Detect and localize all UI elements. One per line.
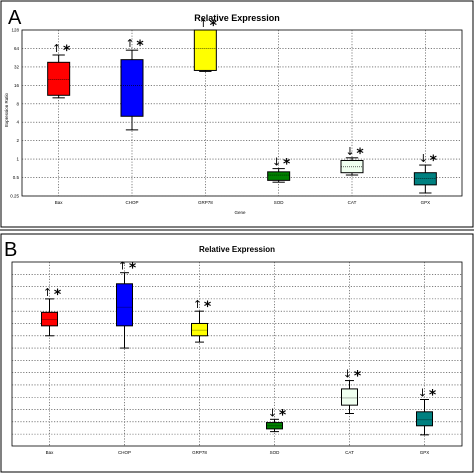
panel-b-significance-star: * (354, 369, 362, 385)
panel-a-y-tick-label: 64 (14, 46, 20, 51)
panel-a-y-tick-label: 1 (16, 157, 19, 162)
panel-a-y-tick-label: 32 (14, 64, 20, 69)
panel-a-category-label: Bax (55, 200, 64, 205)
panel-a-y-tick-label: 0.25 (10, 194, 19, 199)
panel-b-significance-star: * (279, 407, 287, 423)
panel-a-y-tick-label: 16 (14, 83, 20, 88)
panel-a-direction-arrow: ↑ (125, 37, 134, 50)
panel-b-box-grp78 (191, 322, 208, 337)
panel-b-box-chop (116, 283, 133, 327)
panel-b-significance-star: * (204, 299, 212, 315)
panel-a-category-label: CHOP (125, 200, 138, 205)
panel-b-box-bax (41, 311, 58, 327)
panel-b-significance-star: * (54, 287, 62, 303)
panel-a-significance-star: * (283, 157, 291, 173)
panel-a-category-label: SOD (274, 200, 285, 205)
panel-b-direction-arrow: ↑ (118, 260, 127, 273)
panel-a-y-tick-label: 4 (16, 120, 19, 125)
panel-a-significance-star: * (210, 18, 218, 34)
panel-b-significance-star: * (429, 388, 437, 404)
panel-a-box-chop (120, 59, 144, 117)
panel-a-y-tick-label: 128 (11, 28, 19, 33)
panel-b-plot: Bax CHOP GRP78 SOD CAT GPX↑ *↑ *↑ *↓ *↓ *↓ * (11, 260, 463, 455)
panel-b-direction-arrow: ↑ (193, 298, 202, 311)
panel-a-plot: 128 64 32 16 8 4 2 1 0.5 0.25 Bax CHOP GRP78 SOD CAT GP… (10, 17, 463, 205)
panel-a-significance-star: * (63, 43, 71, 59)
panel-a-significance-star: * (430, 153, 438, 169)
panel-a-category-label: CAT (348, 200, 357, 205)
panel-a-title: Relative Expression (194, 13, 280, 23)
panel-a-direction-arrow: ↓ (419, 152, 428, 165)
panel-a-ylabel: Expression Ratio (4, 93, 9, 128)
panel-b-direction-arrow: ↓ (343, 368, 352, 381)
panel-a-direction-arrow: ↓ (345, 145, 354, 158)
panel-a-label: A (8, 7, 22, 29)
panel-b-direction-arrow: ↓ (418, 387, 427, 400)
panel-b-label: B (4, 239, 17, 261)
panel-a-significance-star: * (136, 38, 144, 54)
panel-a-box-bax (47, 61, 71, 96)
panel-b-category-label: CAT (345, 450, 354, 455)
panel-a-direction-arrow: ↑ (199, 17, 208, 30)
panel-a-category-label: GRP78 (198, 200, 213, 205)
panel-a-direction-arrow: ↓ (272, 156, 281, 169)
panel-b-box-gpx (416, 411, 433, 427)
panel-b-category-label: Bax (46, 450, 55, 455)
panel-b-direction-arrow: ↓ (268, 406, 277, 419)
panel-b-category-label: CHOP (118, 450, 131, 455)
panel-b-frame (0, 233, 474, 473)
panel-b-title: Relative Expression (199, 245, 275, 254)
panel-b-category-label: GPX (420, 450, 430, 455)
panel-a-xlabel: Gene (234, 210, 246, 215)
panel-b-direction-arrow: ↑ (43, 286, 52, 299)
panel-a-box-sod (267, 171, 291, 181)
panel-b-significance-star: * (129, 261, 137, 277)
panel-a-category-label: GPX (421, 200, 431, 205)
panel-a-plot-frame (21, 29, 463, 197)
panel-a-y-tick-label: 0.5 (13, 175, 20, 180)
panel-a: A Relative Expression Expression Ratio G… (0, 0, 474, 228)
panel-a-y-tick-label: 2 (16, 138, 19, 143)
panel-b-category-label: GRP78 (192, 450, 207, 455)
panel-a-box-grp78 (193, 29, 217, 71)
panel-b-category-label: SOD (270, 450, 281, 455)
panel-a-y-tick-label: 8 (16, 101, 19, 106)
panel-b: B Relative Expression Bax CHOP GRP78 SOD CAT… (0, 233, 474, 473)
panel-a-frame (0, 0, 474, 228)
panel-b-plot-frame (11, 261, 463, 447)
panel-a-significance-star: * (356, 146, 364, 162)
panel-a-direction-arrow: ↑ (52, 42, 61, 55)
panel-b-box-cat (341, 388, 358, 406)
